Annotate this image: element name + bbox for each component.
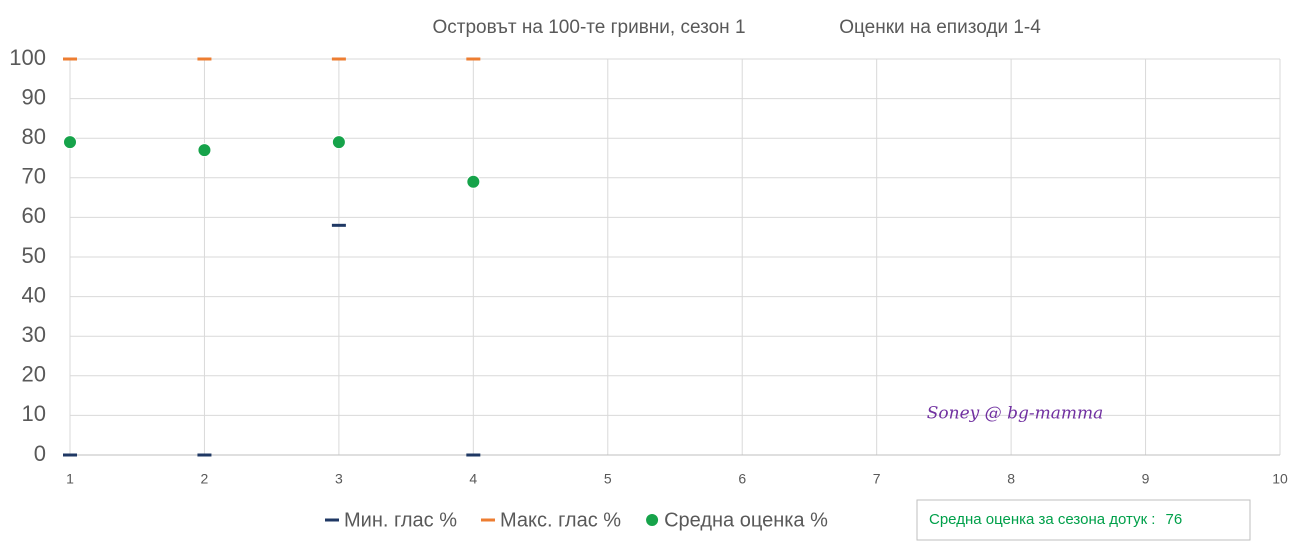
x-tick-label: 10	[1272, 471, 1288, 487]
x-tick-label: 8	[1007, 471, 1015, 487]
x-tick-label: 2	[201, 471, 209, 487]
y-tick-label: 0	[34, 441, 46, 466]
y-tick-label: 20	[22, 362, 46, 387]
dash-marker	[63, 57, 77, 61]
summary-label: Средна оценка за сезона дотук :	[929, 511, 1155, 528]
legend-label: Средна оценка %	[664, 509, 828, 531]
x-tick-label: 6	[738, 471, 746, 487]
summary-value: 76	[1165, 511, 1182, 528]
point	[63, 135, 77, 150]
y-tick-label: 10	[22, 401, 46, 426]
y-tick-label: 30	[22, 322, 46, 347]
point	[197, 143, 212, 158]
chart-title: Островът на 100-те гривни, сезон 1	[432, 17, 745, 38]
dash-marker	[197, 57, 212, 61]
y-tick-label: 90	[22, 84, 46, 109]
point	[331, 135, 346, 150]
dash-marker	[480, 518, 495, 522]
y-tick-label: 40	[22, 282, 46, 307]
x-tick-label: 7	[873, 471, 881, 487]
dash-marker	[331, 57, 346, 61]
x-tick-label: 9	[1142, 471, 1150, 487]
point	[466, 174, 481, 189]
y-tick-label: 70	[22, 164, 46, 189]
y-tick-label: 50	[22, 243, 46, 268]
legend-label: Макс. глас %	[500, 509, 621, 531]
y-tick-label: 80	[22, 124, 46, 149]
dash-marker	[197, 453, 212, 457]
y-tick-label: 60	[22, 203, 46, 228]
dash-marker	[466, 57, 481, 61]
x-tick-label: 4	[469, 471, 477, 487]
chart-subtitle: Оценки на епизоди 1-4	[839, 17, 1041, 38]
x-tick-label: 1	[66, 471, 74, 487]
point	[645, 513, 660, 527]
dash-marker	[325, 518, 339, 522]
dash-marker	[63, 453, 77, 457]
x-tick-label: 5	[604, 471, 612, 487]
dash-marker	[331, 223, 346, 227]
annotation: Soney @ bg-mamma	[927, 404, 1103, 424]
dash-marker	[466, 453, 481, 457]
x-tick-label: 3	[335, 471, 343, 487]
y-tick-label: 100	[9, 45, 46, 70]
legend-label: Мин. глас %	[344, 509, 457, 531]
summary-box	[916, 499, 1251, 541]
